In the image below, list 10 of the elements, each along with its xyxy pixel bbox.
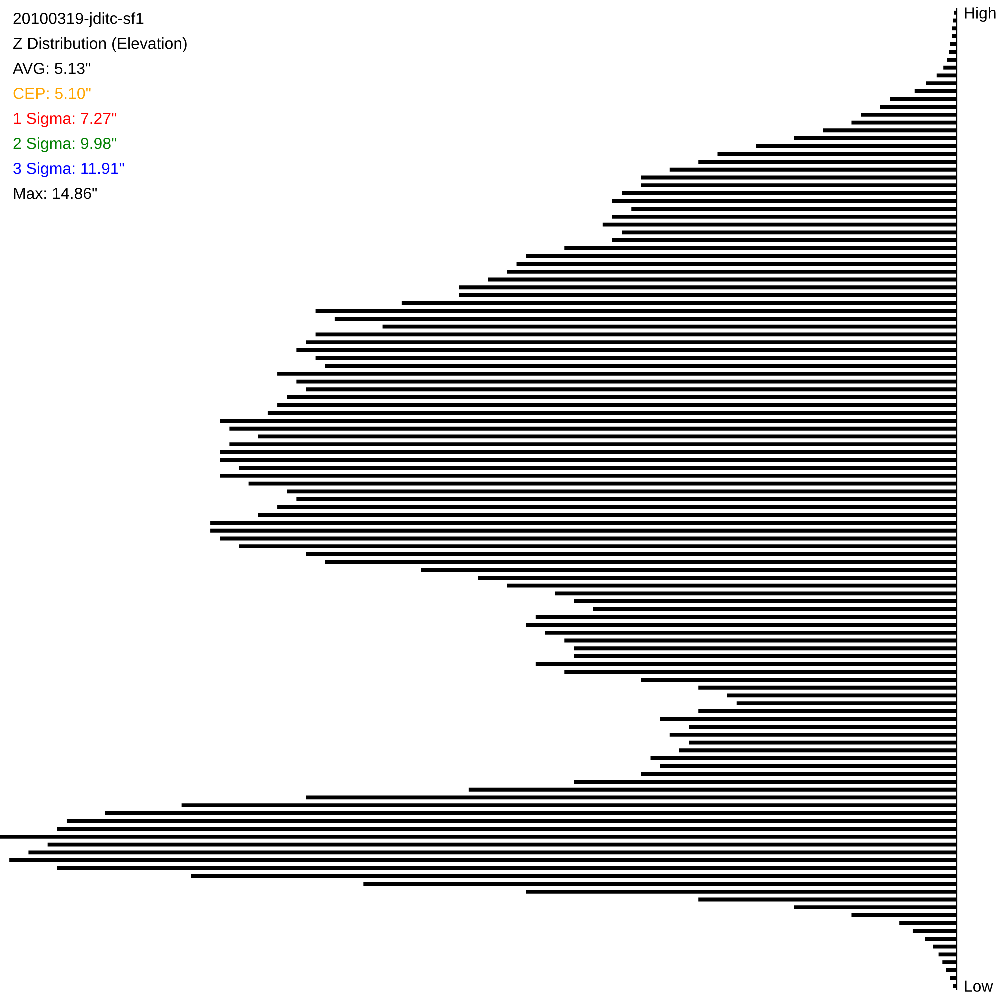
annotation: 3 Sigma: 11.91"	[14, 162, 124, 178]
y-tick-label: Low	[965, 980, 994, 992]
annotation: 1 Sigma: 7.27"	[14, 112, 117, 128]
chart-title: 20100319-jditc-sf1	[14, 12, 144, 28]
text: Z Distribution (Elevation)	[14, 38, 187, 52]
annotation: Max: 14.86"	[14, 188, 98, 200]
y-tick-label: High	[965, 7, 996, 22]
annotation: 2 Sigma: 9.98"	[14, 138, 117, 152]
annotation: CEP: 5.10"	[14, 88, 91, 100]
annotation: AVG: 5.13"	[13, 62, 91, 74]
